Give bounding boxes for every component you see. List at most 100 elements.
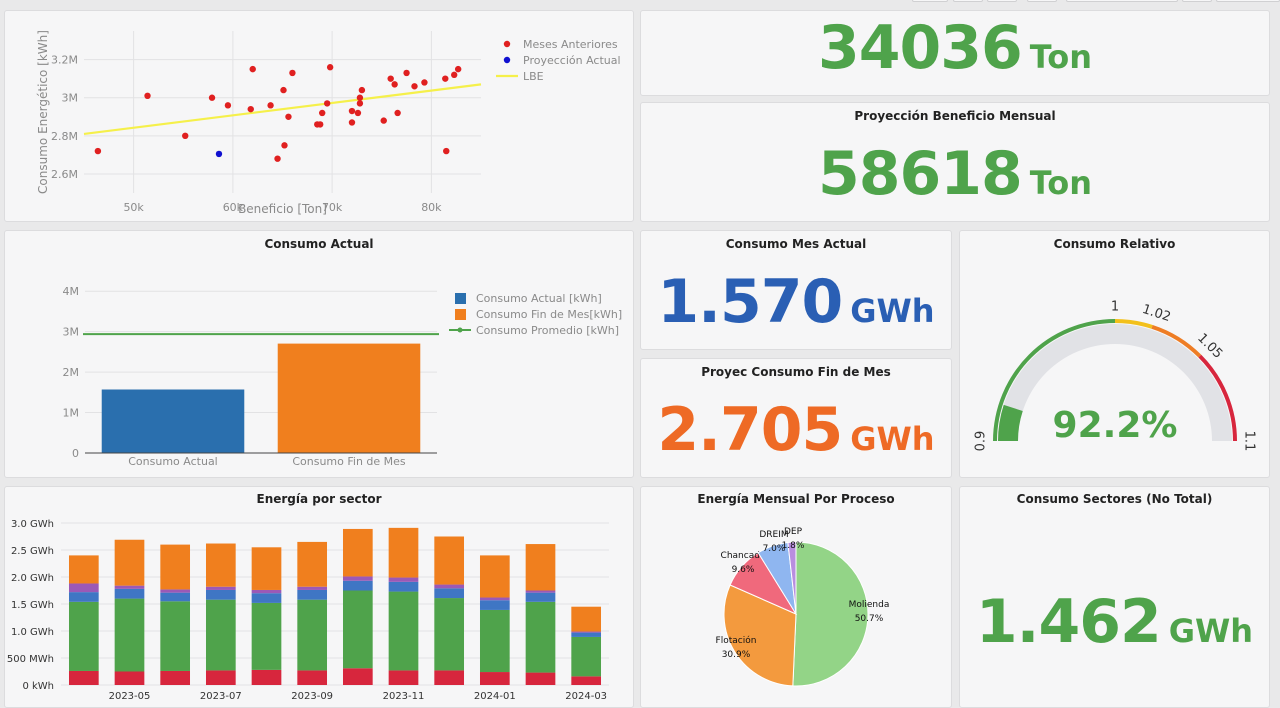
scatter-point: [380, 117, 387, 124]
scatter-point: [323, 100, 331, 107]
energia-sector-panel: Energía por sector 0 kWh 500 MWh 1.0 GWh 1.…: [4, 486, 634, 708]
pie-label: Chancado: [721, 551, 766, 561]
consumo-relativo-gauge: 0.91 1.021.051.192.2%: [974, 300, 1257, 452]
stack-segment: [479, 600, 510, 610]
scatter-point: [391, 81, 398, 88]
energia-sector-chart[interactable]: 0 kWh 500 MWh 1.0 GWh 1.5 GWh 2.0 GWh 2.5 GWh…: [5, 487, 634, 708]
stack-segment: [434, 584, 465, 589]
proyec-consumo-panel: Proyec Consumo Fin de Mes 2.705 GWh: [640, 358, 952, 478]
stack-segment: [388, 577, 419, 582]
stack-segment: [251, 602, 282, 670]
gauge-fill: [998, 404, 1023, 441]
panel-title: Proyección Beneficio Mensual: [854, 109, 1056, 123]
toolbar-control[interactable]: [1216, 0, 1280, 2]
y-tick-label: 2.5 GWh: [11, 546, 54, 557]
stack-segment: [68, 601, 99, 671]
stack-segment: [525, 672, 556, 685]
pie-slice: [723, 584, 797, 687]
energia-proceso-chart[interactable]: Molienda 50.7% Flotación 30.9% Chancado 9.6% D…: [641, 487, 952, 708]
stack-segment: [571, 676, 602, 685]
stack-segment: [205, 670, 236, 685]
consumo-actual-chart[interactable]: 0 1M 2M 3M 4M Consumo Actual Consumo Fin de Me…: [5, 231, 634, 478]
consumo-mes-actual-panel: Consumo Mes Actual 1.570 GWh: [640, 230, 952, 350]
x-axis-label: Beneficio [Ton]: [238, 202, 327, 216]
panel-title: Energía Mensual Por Proceso: [697, 492, 895, 506]
stack-segment: [205, 599, 236, 671]
scatter-point: [326, 64, 334, 71]
y-tick-label: 3.0 GWh: [11, 519, 54, 530]
toolbar-control[interactable]: [912, 0, 948, 2]
legend-marker: [503, 56, 511, 64]
stack-segment: [479, 597, 510, 601]
stack-segment: [68, 670, 99, 685]
stack-segment: [479, 672, 510, 685]
bar: [101, 389, 245, 453]
scatter-point: [394, 109, 401, 117]
y-tick-label: 1.0 GWh: [11, 627, 54, 638]
stack-segment: [251, 593, 282, 603]
pie-label: DREIM: [759, 530, 788, 540]
y-axis-label: Consumo Energético [kWh]: [36, 30, 50, 194]
gauge-track: [998, 324, 1232, 441]
scatter-point: [443, 147, 450, 155]
scatter-point: [280, 86, 287, 94]
stack-segment: [525, 544, 556, 591]
scatter-point: [411, 83, 418, 90]
consumo-mes-actual-stat: 1.570 GWh: [641, 267, 951, 337]
stack-segment: [297, 670, 328, 685]
beneficio-mensual-unit: Ton: [1029, 164, 1093, 202]
stack-segment: [434, 670, 465, 685]
pie-percent: 1.8%: [782, 541, 805, 551]
gauge-tick-label: 1: [1111, 300, 1119, 315]
y-tick-label: 0 kWh: [22, 681, 54, 692]
y-tick-label: 0: [72, 447, 79, 460]
gauge-value: 92.2%: [1053, 405, 1178, 446]
x-tick-label: 70k: [322, 201, 343, 214]
stack-segment: [114, 588, 145, 599]
toolbar-control[interactable]: [1027, 0, 1057, 2]
scatter-point: [354, 109, 362, 117]
y-tick-label: 3.2M: [51, 54, 78, 67]
x-tick-label: 2023-11: [383, 691, 425, 702]
stack-segment: [251, 589, 282, 594]
consumo-actual-panel: Consumo Actual 0 1M 2M 3M 4M Consumo Actual Co…: [4, 230, 634, 478]
legend-label: Consumo Fin de Mes[kWh]: [476, 308, 622, 321]
scatter-chart[interactable]: 50k 60k 70k 80k 2.6M 2.8M 3M 3.2M Beneficio [Ton…: [5, 11, 634, 222]
consumo-mes-actual-number: 1.570: [657, 267, 843, 337]
legend-label: LBE: [523, 70, 544, 83]
toolbar-control[interactable]: [953, 0, 983, 2]
panel-title: Consumo Mes Actual: [725, 237, 867, 251]
top-value-stat: 34036 Ton: [641, 13, 1269, 83]
stack-segment: [297, 599, 328, 671]
stack-segment: [342, 590, 373, 669]
consumo-sectores-panel: Consumo Sectores (No Total) 1.462 GWh: [959, 486, 1270, 708]
toolbar-control[interactable]: [1066, 0, 1178, 2]
y-tick-label: 4M: [63, 285, 80, 298]
energia-proceso-panel: Energía Mensual Por Proceso Molienda 50.7…: [640, 486, 952, 708]
proyec-consumo-unit: GWh: [850, 420, 935, 458]
panel-title: Energía por sector: [256, 492, 382, 506]
stack-segment: [388, 591, 419, 671]
consumo-sectores-stat: 1.462 GWh: [960, 587, 1269, 657]
toolbar-control[interactable]: [987, 0, 1017, 2]
toolbar-control[interactable]: [1182, 0, 1212, 2]
x-tick-label: 2023-09: [291, 691, 333, 702]
stack-segment: [68, 583, 99, 593]
scatter-point: [182, 132, 189, 140]
beneficio-mensual-panel: Proyección Beneficio Mensual 58618 Ton: [640, 102, 1270, 222]
stack-segment: [342, 668, 373, 685]
stack-segment: [297, 586, 328, 590]
y-tick-label: 2.6M: [51, 168, 78, 181]
stack-segment: [160, 670, 191, 685]
proyec-consumo-stat: 2.705 GWh: [641, 395, 951, 465]
stack-segment: [342, 580, 373, 591]
consumo-sectores-number: 1.462: [975, 587, 1162, 657]
y-tick-label: 2.8M: [51, 130, 78, 143]
panel-title: Consumo Actual: [264, 237, 374, 251]
scatter-point: [451, 71, 458, 79]
stack-segment: [434, 536, 465, 585]
x-tick-label: 80k: [421, 201, 442, 214]
stack-segment: [342, 576, 373, 581]
legend-label: Consumo Promedio [kWh]: [476, 324, 619, 337]
scatter-point: [421, 79, 428, 86]
